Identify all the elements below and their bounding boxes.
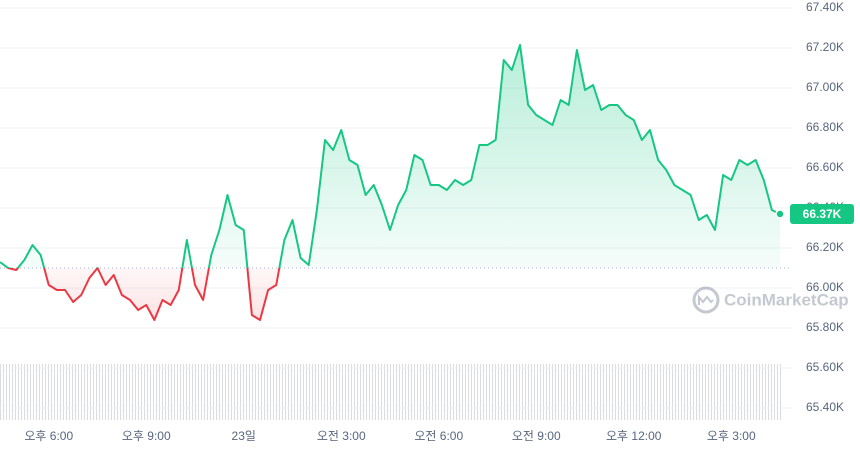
y-tick-label: 67.40K [806, 0, 844, 14]
x-tick-label: 오후 9:00 [122, 429, 171, 443]
x-tick-label: 오후 12:00 [606, 429, 662, 443]
x-tick-label: 오전 9:00 [512, 429, 561, 443]
y-tick-label: 65.80K [806, 320, 844, 334]
y-tick-label: 65.40K [806, 400, 844, 414]
volume-bars [0, 364, 782, 420]
area-up [0, 45, 780, 268]
y-tick-label: 66.60K [806, 160, 844, 174]
watermark: CoinMarketCap [692, 286, 849, 314]
y-tick-label: 67.20K [806, 40, 844, 54]
y-tick-label: 67.00K [806, 80, 844, 94]
y-tick-label: 66.00K [806, 280, 844, 294]
y-tick-label: 66.20K [806, 240, 844, 254]
y-tick-label: 65.60K [806, 360, 844, 374]
last-point [775, 209, 785, 219]
x-tick-label: 오후 6:00 [24, 429, 73, 443]
x-tick-label: 오후 3:00 [707, 429, 756, 443]
x-tick-label: 오전 3:00 [317, 429, 366, 443]
y-tick-label: 66.80K [806, 120, 844, 134]
price-line [0, 44, 781, 321]
x-tick-label: 오전 6:00 [414, 429, 463, 443]
current-price-label: 66.37K [803, 207, 842, 221]
watermark-text: CoinMarketCap [724, 290, 849, 309]
x-tick-label: 23일 [232, 429, 256, 443]
current-price-badge [790, 204, 854, 224]
